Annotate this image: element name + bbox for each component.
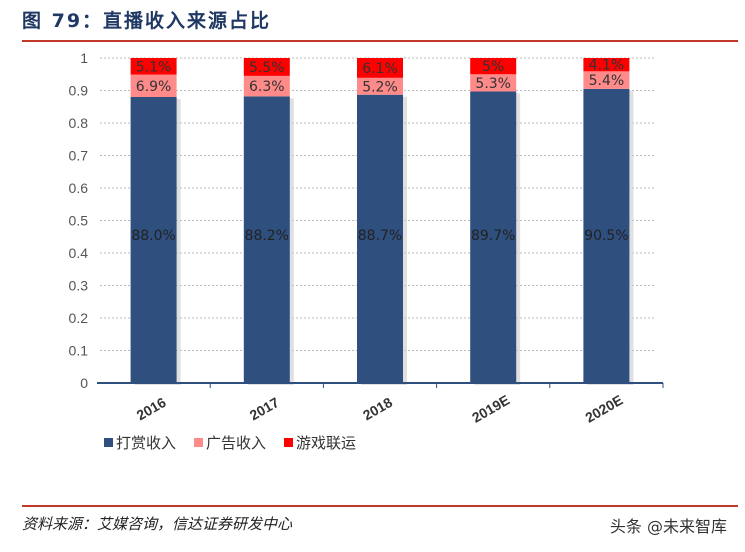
data-label: 90.5% xyxy=(584,228,628,244)
y-tick-label: 0.1 xyxy=(69,343,89,359)
data-label: 5.5% xyxy=(249,60,285,76)
data-label: 89.7% xyxy=(471,228,515,244)
legend-label: 广告收入 xyxy=(206,434,267,452)
page-title: 图 79：直播收入来源占比 xyxy=(22,10,272,32)
y-tick-label: 0.3 xyxy=(69,278,89,294)
y-tick-label: 0.5 xyxy=(69,213,89,229)
bar-segment xyxy=(130,58,177,75)
data-label: 5.3% xyxy=(475,76,511,92)
bar-segment xyxy=(243,58,290,76)
title-divider xyxy=(22,40,738,42)
data-label: 6.3% xyxy=(249,79,285,95)
x-tick-label: 2019E xyxy=(469,392,512,426)
data-label: 6.9% xyxy=(136,79,172,95)
bar-segment xyxy=(243,75,290,97)
source-note: 资料来源：艾媒咨询，信达证券研发中心 xyxy=(22,515,293,533)
bar-segment xyxy=(130,74,177,97)
bar-segment xyxy=(243,96,290,383)
legend: 打赏收入 广告收入 游戏联运 xyxy=(104,432,356,453)
y-tick-label: 0.7 xyxy=(69,148,89,164)
y-tick-label: 0 xyxy=(80,375,88,391)
bar-segment xyxy=(583,71,630,89)
bar-segment xyxy=(357,94,403,383)
bar-segment xyxy=(357,58,403,78)
data-label: 4.1% xyxy=(589,58,625,74)
legend-swatch xyxy=(194,438,204,447)
x-tick-label: 2016 xyxy=(134,394,169,424)
legend-label: 打赏收入 xyxy=(116,434,177,452)
y-tick-label: 1 xyxy=(80,50,88,66)
footer-divider xyxy=(22,505,738,507)
data-label: 88.7% xyxy=(358,228,402,244)
data-label: 88.2% xyxy=(245,228,289,244)
bar-segment xyxy=(357,77,403,95)
bar-segment xyxy=(583,88,630,383)
data-label: 5% xyxy=(482,59,504,75)
y-tick-label: 0.4 xyxy=(69,245,89,261)
watermark: 头条 @未来智库 xyxy=(609,517,727,536)
legend-label: 游戏联运 xyxy=(296,434,357,452)
y-tick-label: 0.2 xyxy=(69,310,89,326)
data-label: 5.4% xyxy=(589,73,625,89)
y-tick-label: 0.8 xyxy=(69,115,89,131)
data-label: 6.1% xyxy=(362,61,398,77)
data-label: 5.1% xyxy=(136,59,172,75)
legend-swatch xyxy=(104,438,113,447)
legend-item: 广告收入 xyxy=(194,432,266,453)
x-tick-label: 2020E xyxy=(582,392,625,426)
data-label: 88.0% xyxy=(131,228,175,244)
bar-segment xyxy=(470,74,517,92)
bar-segment xyxy=(470,91,517,383)
y-tick-label: 0.6 xyxy=(69,180,89,196)
legend-item: 游戏联运 xyxy=(284,432,356,453)
x-tick-label: 2017 xyxy=(247,394,282,424)
bar-segment xyxy=(130,97,177,383)
x-tick-label: 2018 xyxy=(360,394,395,424)
legend-swatch xyxy=(284,438,294,447)
legend-item: 打赏收入 xyxy=(104,432,176,453)
y-tick-label: 0.9 xyxy=(69,83,89,99)
bar-segment xyxy=(583,58,630,72)
bar-segment xyxy=(470,58,517,75)
data-label: 5.2% xyxy=(362,79,398,95)
stacked-bar-chart: 0 0.1 0.2 0.3 0.4 0.5 0.6 0.7 0.8 0.9 1 88.0% 6.9% 5.… xyxy=(69,50,664,426)
